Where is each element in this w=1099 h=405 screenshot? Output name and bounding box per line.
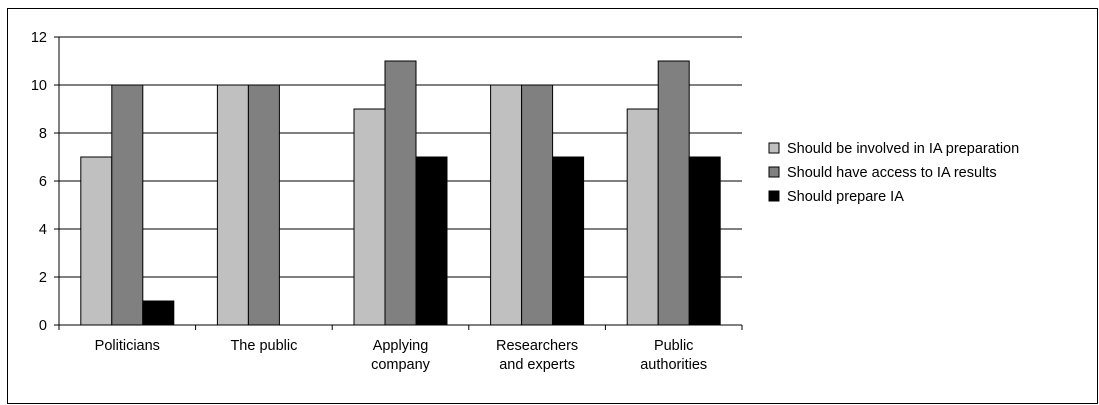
y-tick-labels: 0 2 4 6 8 10 12: [31, 30, 47, 334]
x-tick-label: Researchers and experts: [496, 338, 578, 373]
bar-2-5: [657, 60, 690, 326]
x-tick-label-line: and experts: [499, 357, 575, 373]
x-tick-label-line: authorities: [640, 357, 707, 373]
x-tick-label-line: Public: [654, 338, 694, 354]
legend-label: Should be involved in IA preparation: [787, 141, 1019, 157]
x-tick-label-line: Applying: [373, 338, 429, 354]
x-tick-label-line: Researchers: [496, 338, 578, 354]
bar-3-5: [688, 156, 721, 326]
legend-swatch: [768, 142, 780, 154]
y-tick-label: 0: [39, 318, 47, 334]
bar-2-3: [384, 60, 417, 326]
x-tick-labels: Politicians The public Applying company Rese…: [95, 338, 707, 373]
x-tick-label: Politicians: [95, 338, 160, 354]
legend-label: Should prepare IA: [787, 189, 904, 205]
y-tick-label: 10: [31, 78, 47, 94]
x-tick-label: Public authorities: [640, 338, 707, 373]
legend-swatch: [768, 166, 780, 178]
x-tick-label: Applying company: [371, 338, 431, 373]
bar-2-4: [521, 84, 554, 326]
bars: [80, 60, 721, 326]
bar-1-1: [80, 156, 113, 326]
bar-2-2: [247, 84, 280, 326]
legend-swatch: [768, 190, 780, 202]
bar-1-3: [353, 108, 386, 326]
legend: Should be involved in IA preparation Shou…: [768, 141, 1019, 205]
bar-1-4: [490, 84, 523, 326]
chart-frame: 0 2 4 6 8 10 12 Politicians The public Applying c…: [7, 8, 1098, 404]
x-tick-label-line: company: [371, 357, 431, 373]
bar-3-4: [552, 156, 585, 326]
bar-chart: 0 2 4 6 8 10 12 Politicians The public Applying c…: [31, 30, 1019, 373]
bar-3-3: [415, 156, 448, 326]
x-tick-label-line: Politicians: [95, 338, 160, 354]
y-tick-label: 2: [39, 270, 47, 286]
bar-1-2: [216, 84, 249, 326]
bar-2-1: [111, 84, 144, 326]
bar-1-5: [626, 108, 659, 326]
x-tick-label-line: The public: [230, 338, 297, 354]
bar-3-1: [142, 300, 175, 326]
y-tick-label: 8: [39, 126, 47, 142]
y-tick-label: 4: [39, 222, 47, 238]
legend-label: Should have access to IA results: [787, 165, 997, 181]
y-tick-label: 12: [31, 30, 47, 46]
x-tick-label: The public: [230, 338, 297, 354]
y-tick-label: 6: [39, 174, 47, 190]
axes: [54, 36, 743, 330]
